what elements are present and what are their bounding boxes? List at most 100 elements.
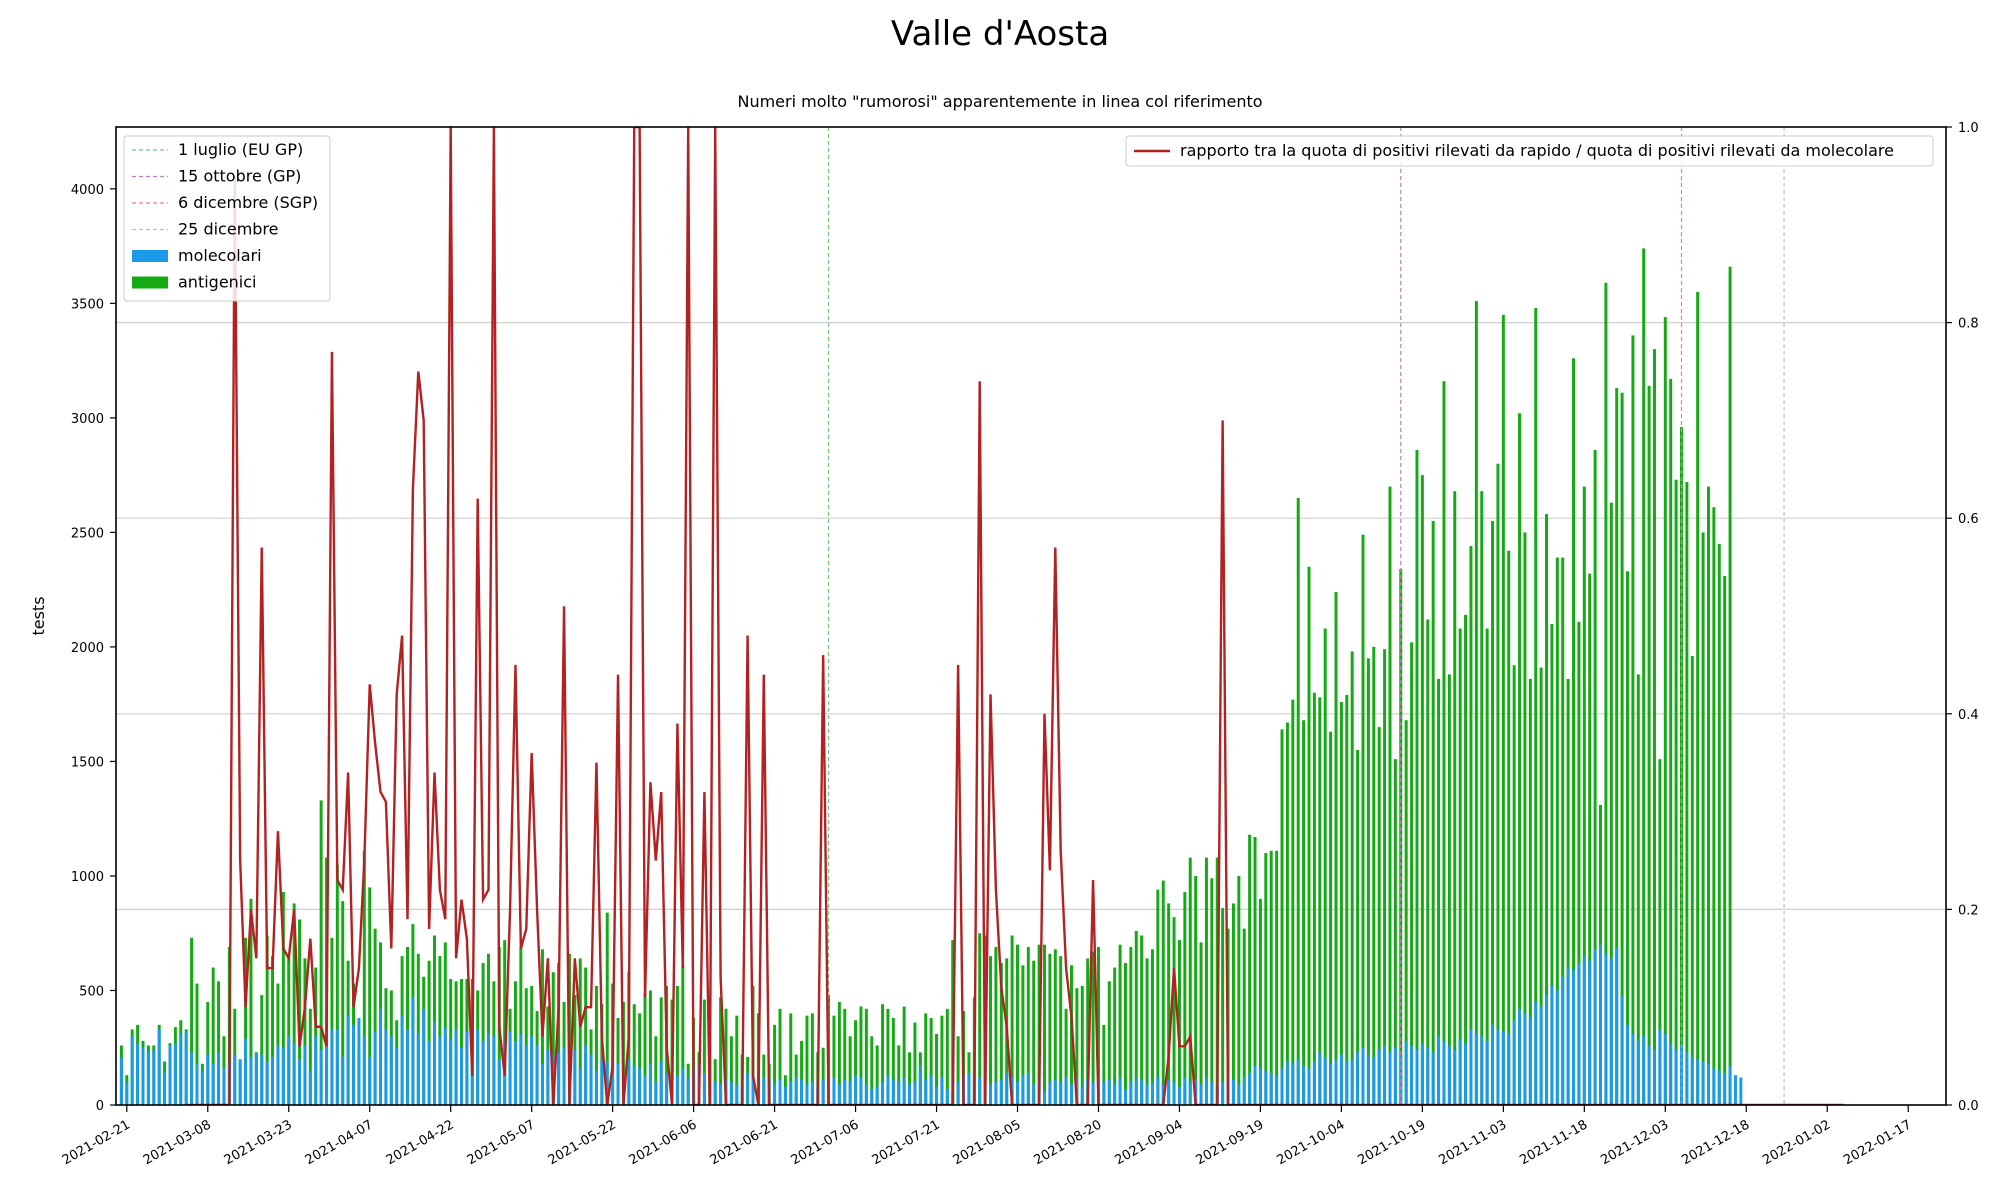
reference-lines-layer bbox=[827, 127, 1785, 1105]
bar-molecolari bbox=[648, 1063, 652, 1105]
bar-molecolari bbox=[1393, 1047, 1397, 1105]
bar-molecolari bbox=[1377, 1050, 1381, 1105]
x-tick-label: 2021-10-19 bbox=[1355, 1117, 1428, 1168]
y-tick-label: 4000 bbox=[71, 183, 104, 198]
bar-antigenici bbox=[848, 1036, 852, 1105]
bar-molecolari bbox=[1059, 1082, 1063, 1105]
bar-molecolari bbox=[1528, 1017, 1532, 1105]
bar-molecolari bbox=[978, 1077, 982, 1105]
bar-antigenici bbox=[1674, 479, 1678, 1106]
bar-molecolari bbox=[1512, 1020, 1516, 1105]
bar-antigenici bbox=[1383, 649, 1387, 1105]
bar-antigenici bbox=[1653, 349, 1656, 1105]
bar-molecolari bbox=[751, 1075, 755, 1105]
bar-molecolari bbox=[260, 1054, 264, 1105]
bar-antigenici bbox=[1080, 985, 1084, 1105]
bar-molecolari bbox=[891, 1079, 895, 1105]
bar-antigenici bbox=[1291, 699, 1295, 1105]
bar-antigenici bbox=[1210, 878, 1214, 1105]
bar-molecolari bbox=[1523, 1013, 1527, 1105]
bar-molecolari bbox=[119, 1056, 123, 1105]
bar-molecolari bbox=[578, 1068, 582, 1105]
bar-molecolari bbox=[886, 1075, 890, 1105]
bar-molecolari bbox=[530, 1036, 534, 1105]
bar-molecolari bbox=[157, 1029, 161, 1105]
bar-molecolari bbox=[1636, 1040, 1640, 1105]
legend-right: rapporto tra la quota di positivi rileva… bbox=[1125, 135, 1934, 167]
bar-molecolari bbox=[1258, 1068, 1262, 1105]
bar-antigenici bbox=[864, 1008, 868, 1105]
bar-molecolari bbox=[1296, 1059, 1300, 1105]
bar-molecolari bbox=[1577, 963, 1581, 1105]
bar-molecolari bbox=[902, 1077, 906, 1105]
bar-molecolari bbox=[433, 1022, 436, 1105]
bar-antigenici bbox=[1134, 930, 1138, 1105]
bar-molecolari bbox=[859, 1077, 863, 1105]
bar-molecolari bbox=[438, 1036, 442, 1105]
bar-molecolari bbox=[411, 997, 415, 1105]
bar-molecolari bbox=[681, 1068, 685, 1105]
bar-antigenici bbox=[1318, 697, 1322, 1105]
bar-molecolari bbox=[821, 1079, 825, 1105]
bar-antigenici bbox=[1204, 857, 1208, 1105]
bar-molecolari bbox=[881, 1082, 885, 1105]
bar-molecolari bbox=[1210, 1082, 1214, 1105]
bar-antigenici bbox=[594, 985, 598, 1105]
bar-molecolari bbox=[276, 1045, 280, 1105]
bar-molecolari bbox=[1706, 1063, 1710, 1105]
bar-molecolari bbox=[1388, 1052, 1392, 1105]
bar-molecolari bbox=[1491, 1024, 1495, 1105]
bar-antigenici bbox=[821, 1047, 825, 1105]
bar-antigenici bbox=[1696, 291, 1700, 1105]
bar-molecolari bbox=[1064, 1077, 1068, 1105]
x-tick-label: 2021-05-07 bbox=[465, 1117, 538, 1168]
bar-molecolari bbox=[1140, 1079, 1144, 1105]
bar-antigenici bbox=[654, 1036, 658, 1105]
x-tick-label: 2021-11-18 bbox=[1517, 1117, 1590, 1168]
bar-antigenici bbox=[1258, 898, 1262, 1105]
bar-antigenici bbox=[843, 1008, 847, 1105]
bar-antigenici bbox=[1420, 475, 1424, 1105]
bar-antigenici bbox=[1129, 946, 1133, 1105]
bar-antigenici bbox=[1199, 942, 1203, 1105]
bar-antigenici bbox=[1350, 651, 1354, 1105]
bar-molecolari bbox=[1690, 1056, 1694, 1105]
bar-antigenici bbox=[1518, 413, 1522, 1105]
bar-molecolari bbox=[1539, 1006, 1543, 1105]
bar-molecolari bbox=[659, 1061, 663, 1105]
bar-molecolari bbox=[1620, 995, 1624, 1105]
bar-molecolari bbox=[265, 1061, 269, 1105]
bar-antigenici bbox=[1172, 917, 1176, 1105]
x-tick-label: 2021-04-22 bbox=[384, 1117, 457, 1168]
bar-molecolari bbox=[573, 1050, 577, 1105]
bar-antigenici bbox=[1113, 967, 1117, 1105]
bar-molecolari bbox=[314, 1036, 318, 1105]
bar-molecolari bbox=[130, 1036, 134, 1105]
bar-antigenici bbox=[1275, 850, 1279, 1105]
bar-antigenici bbox=[1026, 946, 1030, 1105]
bar-molecolari bbox=[136, 1043, 140, 1105]
bar-molecolari bbox=[1372, 1056, 1376, 1105]
bar-molecolari bbox=[1172, 1082, 1176, 1105]
bar-antigenici bbox=[1107, 981, 1111, 1105]
x-tick-label: 2021-06-21 bbox=[708, 1117, 781, 1168]
bar-molecolari bbox=[1302, 1066, 1306, 1105]
bar-molecolari bbox=[735, 1084, 739, 1105]
bar-antigenici bbox=[1323, 628, 1327, 1105]
bar-molecolari bbox=[632, 1066, 636, 1105]
bar-antigenici bbox=[1712, 507, 1716, 1106]
bar-antigenici bbox=[1032, 960, 1036, 1105]
bar-molecolari bbox=[190, 1052, 194, 1105]
bar-antigenici bbox=[308, 1008, 312, 1105]
bar-antigenici bbox=[989, 956, 992, 1105]
bar-antigenici bbox=[1507, 550, 1511, 1105]
bar-molecolari bbox=[400, 1015, 404, 1105]
bar-molecolari bbox=[1696, 1059, 1700, 1105]
bar-antigenici bbox=[1410, 642, 1414, 1105]
bar-antigenici bbox=[1723, 575, 1727, 1105]
bar-molecolari bbox=[1615, 946, 1619, 1105]
bar-molecolari bbox=[935, 1086, 939, 1105]
bar-molecolari bbox=[173, 1043, 177, 1105]
bar-molecolari bbox=[1534, 1001, 1538, 1105]
